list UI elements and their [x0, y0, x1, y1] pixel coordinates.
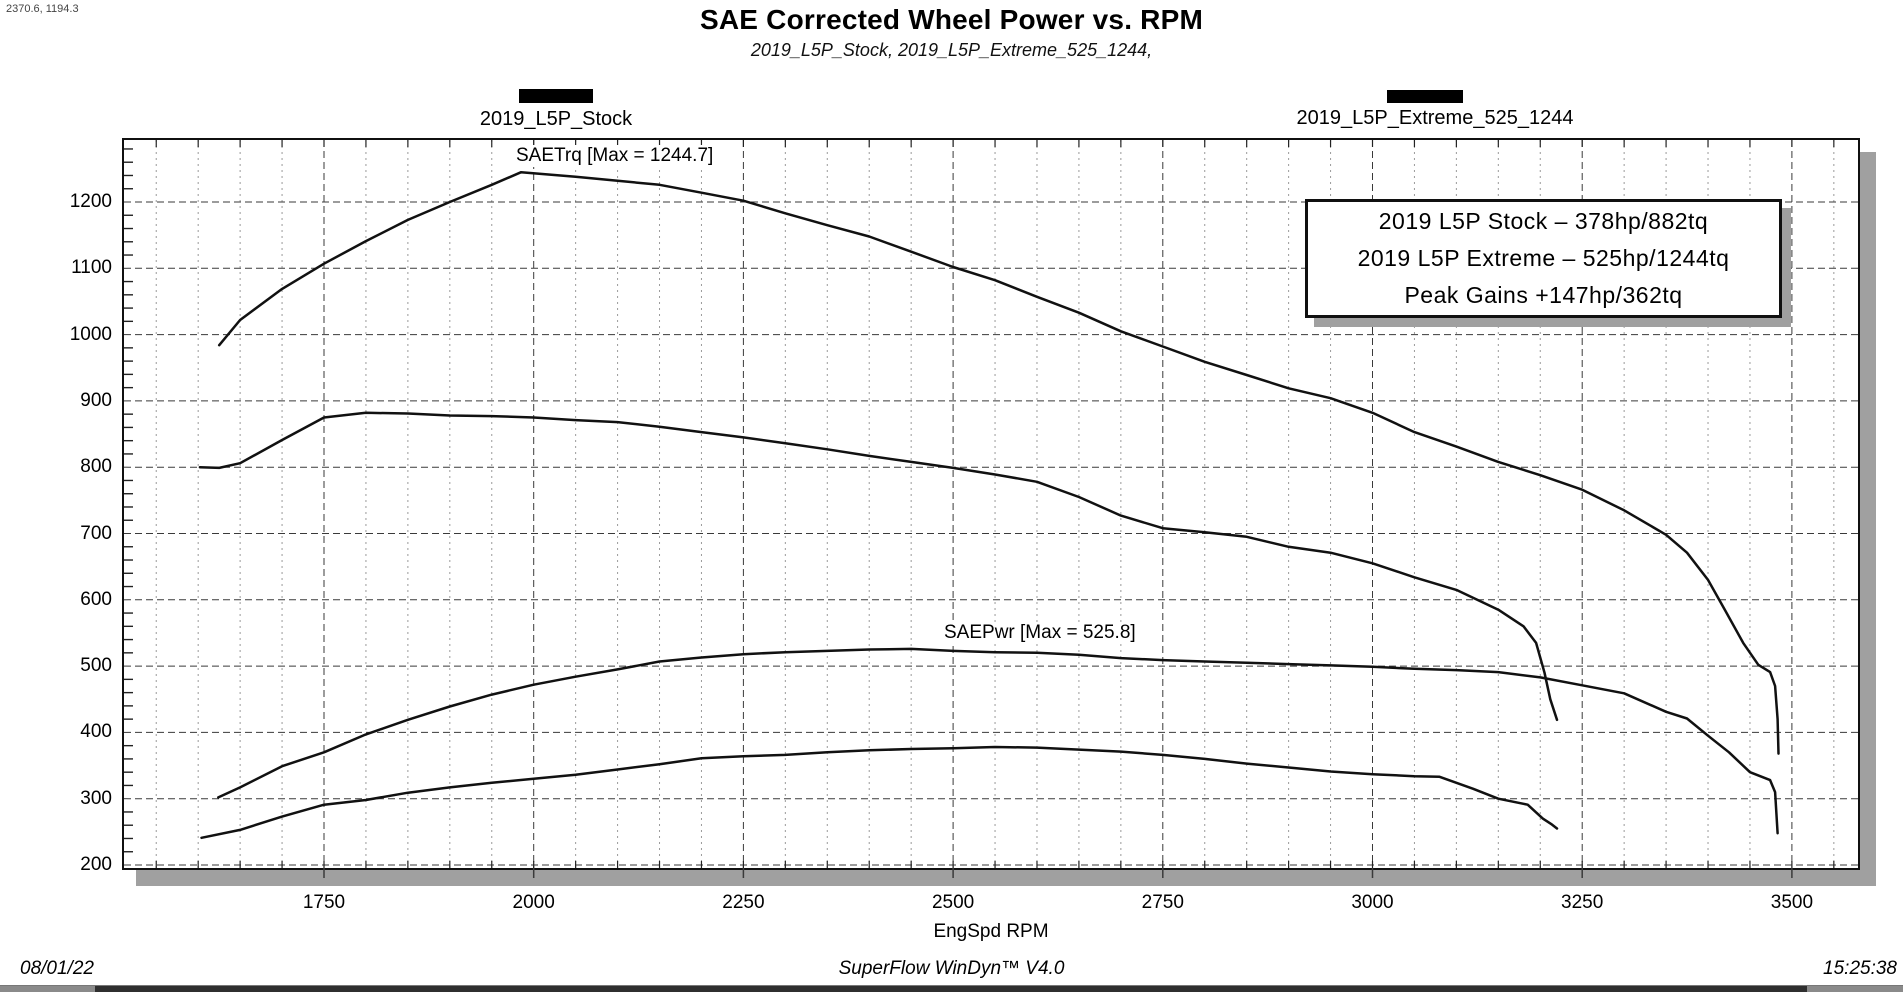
x-tick-label: 3250 [1561, 892, 1604, 913]
x-axis-title: EngSpd RPM [933, 921, 1049, 942]
curve-2019_l5p_extreme_525_1244-saetrq [217, 170, 1780, 755]
x-tick-label: 2000 [512, 892, 555, 913]
chart-title: SAE Corrected Wheel Power vs. RPM [700, 4, 1203, 35]
x-tick-label: 2250 [722, 892, 765, 913]
power-max-annotation: SAEPwr [Max = 525.8] [940, 622, 1140, 644]
curve-2019_l5p_extreme_525_1244-saepwr [217, 647, 1779, 835]
y-tick-label: 200 [80, 854, 112, 875]
legend-swatch-extreme [1387, 90, 1463, 103]
y-tick-label: 1100 [71, 257, 112, 279]
y-tick-label: 500 [80, 655, 112, 677]
info-line-stock: 2019 L5P Stock – 378hp/882tq [1378, 208, 1709, 234]
curve-2019_l5p_stock-saepwr [200, 745, 1559, 840]
y-tick-label: 1200 [69, 191, 112, 212]
legend-label-stock: 2019_L5P_Stock [479, 108, 633, 130]
peak-results-info-box: 2019 L5P Stock – 378hp/882tq 2019 L5P Ex… [1305, 199, 1782, 318]
curve-2019_l5p_stock-saetrq [198, 411, 1559, 722]
legend-label-extreme: 2019_L5P_Extreme_525_1244 [1296, 107, 1574, 129]
cursor-position-readout: 2370.6, 1194.3 [6, 3, 79, 15]
x-tick-label: 3500 [1770, 892, 1814, 913]
footer-app-name: SuperFlow WinDyn™ V4.0 [838, 958, 1065, 979]
torque-max-annotation: SAETrq [Max = 1244.7] [512, 145, 718, 167]
y-tick-label: 800 [80, 456, 112, 478]
x-tick-label: 2500 [931, 892, 975, 913]
y-tick-label: 300 [80, 787, 112, 809]
bottom-taskbar [0, 985, 1903, 992]
y-tick-label: 900 [80, 389, 112, 411]
info-line-extreme: 2019 L5P Extreme – 525hp/1244tq [1357, 245, 1730, 271]
y-tick-label: 1000 [69, 323, 112, 345]
y-tick-label: 700 [80, 522, 112, 544]
footer-date: 08/01/22 [20, 958, 94, 979]
x-tick-label: 1750 [302, 892, 346, 913]
info-line-gains: Peak Gains +147hp/362tq [1404, 282, 1683, 308]
y-tick-label: 600 [80, 588, 112, 610]
footer-time: 15:25:38 [1823, 958, 1897, 979]
chart-subtitle: 2019_L5P_Stock, 2019_L5P_Extreme_525_124… [750, 40, 1153, 60]
x-tick-label: 2750 [1141, 892, 1184, 913]
x-tick-label: 3000 [1351, 892, 1394, 913]
legend-swatch-stock [519, 89, 593, 103]
y-tick-label: 400 [80, 721, 112, 743]
bottom-taskbar-dark-segment [95, 986, 1807, 992]
